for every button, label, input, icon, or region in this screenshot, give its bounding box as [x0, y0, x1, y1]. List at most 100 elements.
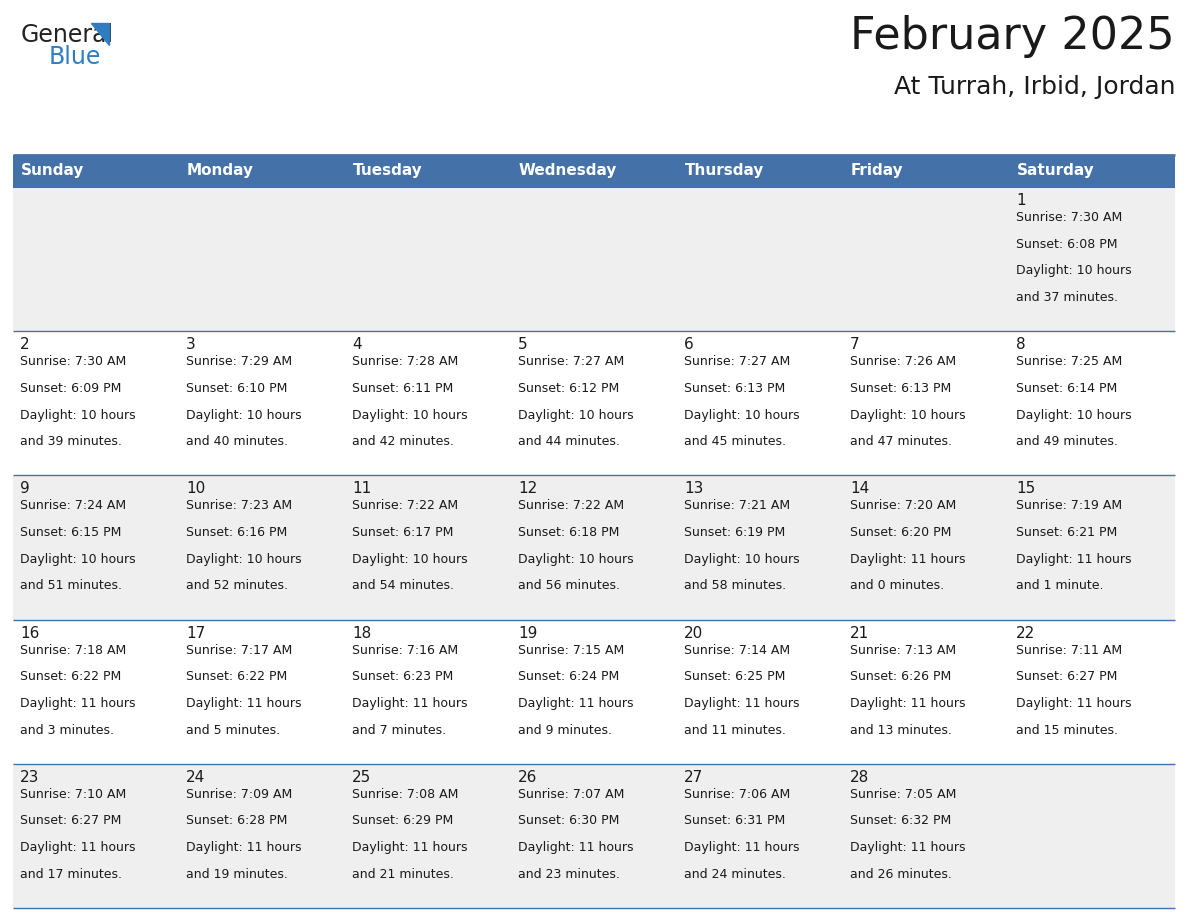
Text: Daylight: 10 hours: Daylight: 10 hours: [518, 553, 633, 565]
Text: 22: 22: [1016, 625, 1035, 641]
Text: Sunset: 6:27 PM: Sunset: 6:27 PM: [20, 814, 121, 827]
Text: and 42 minutes.: and 42 minutes.: [352, 435, 454, 448]
Text: Sunset: 6:13 PM: Sunset: 6:13 PM: [684, 382, 785, 395]
Text: and 51 minutes.: and 51 minutes.: [20, 579, 122, 592]
Text: Saturday: Saturday: [1017, 163, 1095, 178]
Text: Sunrise: 7:06 AM: Sunrise: 7:06 AM: [684, 788, 790, 800]
Text: and 11 minutes.: and 11 minutes.: [684, 723, 786, 736]
Bar: [13, 155, 179, 187]
Text: 12: 12: [518, 481, 537, 497]
Text: Sunset: 6:08 PM: Sunset: 6:08 PM: [1016, 238, 1118, 251]
Text: Daylight: 11 hours: Daylight: 11 hours: [352, 697, 468, 710]
Text: 16: 16: [20, 625, 39, 641]
Text: 11: 11: [352, 481, 371, 497]
Text: and 17 minutes.: and 17 minutes.: [20, 868, 122, 881]
Text: Sunrise: 7:28 AM: Sunrise: 7:28 AM: [352, 355, 459, 368]
Text: Sunset: 6:11 PM: Sunset: 6:11 PM: [352, 382, 454, 395]
Text: Monday: Monday: [187, 163, 254, 178]
Text: Sunrise: 7:29 AM: Sunrise: 7:29 AM: [187, 355, 292, 368]
Text: Sunset: 6:30 PM: Sunset: 6:30 PM: [518, 814, 619, 827]
Text: February 2025: February 2025: [851, 15, 1175, 58]
Text: and 19 minutes.: and 19 minutes.: [187, 868, 287, 881]
Bar: [843, 155, 1009, 187]
Text: 27: 27: [684, 770, 703, 785]
Text: Daylight: 11 hours: Daylight: 11 hours: [352, 841, 468, 854]
Text: and 24 minutes.: and 24 minutes.: [684, 868, 786, 881]
Text: Sunset: 6:29 PM: Sunset: 6:29 PM: [352, 814, 454, 827]
Text: 21: 21: [849, 625, 870, 641]
Text: and 7 minutes.: and 7 minutes.: [352, 723, 447, 736]
Text: and 49 minutes.: and 49 minutes.: [1016, 435, 1118, 448]
Text: Sunrise: 7:14 AM: Sunrise: 7:14 AM: [684, 644, 790, 656]
Text: Sunset: 6:15 PM: Sunset: 6:15 PM: [20, 526, 121, 539]
Text: and 56 minutes.: and 56 minutes.: [518, 579, 620, 592]
Text: Daylight: 10 hours: Daylight: 10 hours: [187, 553, 302, 565]
Text: Sunset: 6:32 PM: Sunset: 6:32 PM: [849, 814, 952, 827]
Text: and 40 minutes.: and 40 minutes.: [187, 435, 287, 448]
Polygon shape: [91, 23, 109, 45]
Text: 4: 4: [352, 337, 361, 353]
Text: 18: 18: [352, 625, 371, 641]
Text: Sunset: 6:28 PM: Sunset: 6:28 PM: [187, 814, 287, 827]
Text: Daylight: 10 hours: Daylight: 10 hours: [352, 409, 468, 421]
Text: Sunset: 6:09 PM: Sunset: 6:09 PM: [20, 382, 121, 395]
Bar: [13, 476, 1175, 620]
Text: and 0 minutes.: and 0 minutes.: [849, 579, 944, 592]
Text: 15: 15: [1016, 481, 1035, 497]
Text: Daylight: 10 hours: Daylight: 10 hours: [518, 409, 633, 421]
Text: Sunrise: 7:17 AM: Sunrise: 7:17 AM: [187, 644, 292, 656]
Text: Sunset: 6:13 PM: Sunset: 6:13 PM: [849, 382, 952, 395]
Text: 28: 28: [849, 770, 870, 785]
Text: 9: 9: [20, 481, 30, 497]
Text: Daylight: 10 hours: Daylight: 10 hours: [849, 409, 966, 421]
Text: and 3 minutes.: and 3 minutes.: [20, 723, 114, 736]
Text: Sunrise: 7:23 AM: Sunrise: 7:23 AM: [187, 499, 292, 512]
Text: 7: 7: [849, 337, 860, 353]
Text: 5: 5: [518, 337, 527, 353]
Text: 25: 25: [352, 770, 371, 785]
Text: Sunrise: 7:13 AM: Sunrise: 7:13 AM: [849, 644, 956, 656]
Text: Sunrise: 7:10 AM: Sunrise: 7:10 AM: [20, 788, 126, 800]
Text: and 37 minutes.: and 37 minutes.: [1016, 291, 1118, 304]
Text: and 13 minutes.: and 13 minutes.: [849, 723, 952, 736]
Text: General: General: [21, 23, 114, 47]
Text: 14: 14: [849, 481, 870, 497]
Text: Daylight: 11 hours: Daylight: 11 hours: [518, 697, 633, 710]
Text: 17: 17: [187, 625, 206, 641]
Bar: [179, 155, 345, 187]
Text: Sunrise: 7:15 AM: Sunrise: 7:15 AM: [518, 644, 624, 656]
Text: Sunset: 6:20 PM: Sunset: 6:20 PM: [849, 526, 952, 539]
Text: Sunrise: 7:30 AM: Sunrise: 7:30 AM: [1016, 211, 1123, 224]
Text: Sunset: 6:26 PM: Sunset: 6:26 PM: [849, 670, 952, 683]
Text: Tuesday: Tuesday: [353, 163, 423, 178]
Text: Sunday: Sunday: [21, 163, 84, 178]
Text: Sunset: 6:23 PM: Sunset: 6:23 PM: [352, 670, 454, 683]
Text: Sunset: 6:24 PM: Sunset: 6:24 PM: [518, 670, 619, 683]
Text: Sunset: 6:14 PM: Sunset: 6:14 PM: [1016, 382, 1117, 395]
Text: Daylight: 11 hours: Daylight: 11 hours: [684, 697, 800, 710]
Bar: [677, 155, 843, 187]
Text: 8: 8: [1016, 337, 1025, 353]
Text: and 44 minutes.: and 44 minutes.: [518, 435, 620, 448]
Text: Sunrise: 7:11 AM: Sunrise: 7:11 AM: [1016, 644, 1123, 656]
Bar: [345, 155, 511, 187]
Text: Blue: Blue: [49, 45, 101, 69]
Text: and 52 minutes.: and 52 minutes.: [187, 579, 287, 592]
Bar: [13, 331, 1175, 476]
Text: Sunrise: 7:19 AM: Sunrise: 7:19 AM: [1016, 499, 1123, 512]
Text: Sunrise: 7:09 AM: Sunrise: 7:09 AM: [187, 788, 292, 800]
Text: Daylight: 11 hours: Daylight: 11 hours: [849, 841, 966, 854]
Text: 20: 20: [684, 625, 703, 641]
Text: Sunrise: 7:27 AM: Sunrise: 7:27 AM: [684, 355, 790, 368]
Text: Sunrise: 7:27 AM: Sunrise: 7:27 AM: [518, 355, 624, 368]
Text: Daylight: 10 hours: Daylight: 10 hours: [684, 409, 800, 421]
Text: and 39 minutes.: and 39 minutes.: [20, 435, 122, 448]
Text: Sunset: 6:17 PM: Sunset: 6:17 PM: [352, 526, 454, 539]
Text: Daylight: 11 hours: Daylight: 11 hours: [187, 841, 302, 854]
Text: Sunrise: 7:16 AM: Sunrise: 7:16 AM: [352, 644, 459, 656]
Text: Sunrise: 7:08 AM: Sunrise: 7:08 AM: [352, 788, 459, 800]
Text: Wednesday: Wednesday: [519, 163, 618, 178]
Text: 24: 24: [187, 770, 206, 785]
Text: Sunrise: 7:20 AM: Sunrise: 7:20 AM: [849, 499, 956, 512]
Text: and 15 minutes.: and 15 minutes.: [1016, 723, 1118, 736]
